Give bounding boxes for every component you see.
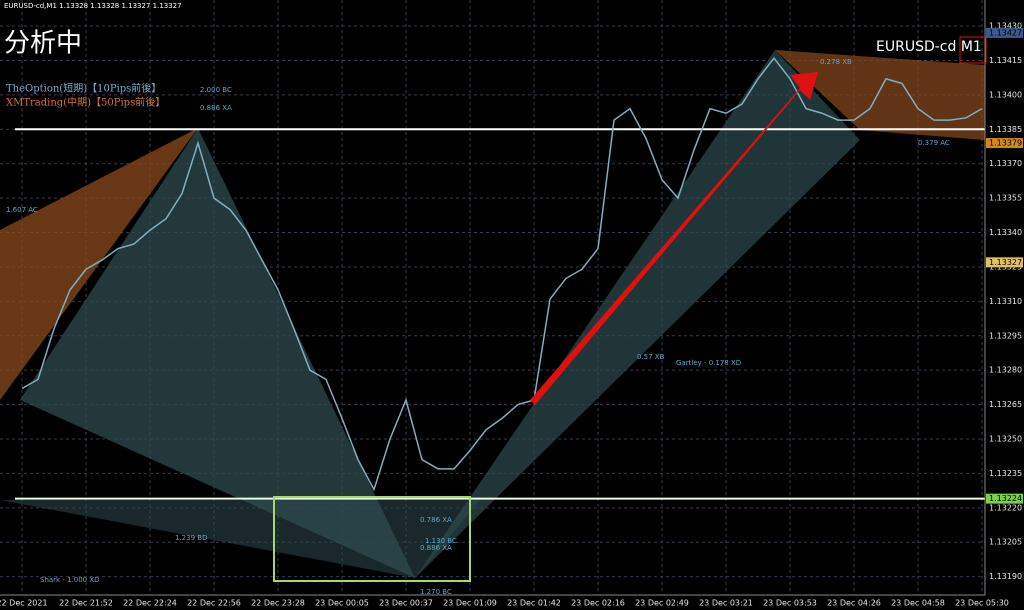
x-tick-label: 23 Dec 01:09: [443, 599, 497, 608]
pattern-label: 0.57 XB: [637, 353, 665, 361]
y-tick-label: 1.13190: [989, 572, 1022, 581]
pattern-label: 0.278 XB: [820, 58, 852, 66]
price-tag-label: 1.13327: [989, 258, 1022, 267]
price-tag: [986, 493, 1023, 504]
pattern-label: 1.239 BD: [175, 534, 207, 542]
x-tick-label: 22 Dec 22:24: [123, 599, 177, 608]
pattern-label: 1.607 AC: [6, 206, 38, 214]
x-tick-label: 23 Dec 02:49: [635, 599, 689, 608]
highlight-box: [273, 496, 471, 582]
pattern-shape: [775, 50, 985, 140]
pattern-shape: [20, 128, 415, 578]
pattern-label: 1.130 BC: [425, 537, 457, 545]
legend-entry: XMTrading(中期)【50Pips前後】: [6, 96, 165, 109]
pattern-label: Gartley - 0.178 XD: [676, 359, 741, 367]
price-tag-label: 1.13427: [989, 28, 1022, 37]
y-tick-label: 1.13415: [989, 56, 1022, 65]
y-tick-label: 1.13310: [989, 297, 1022, 306]
status: 分析中: [4, 29, 82, 59]
pattern-label: 0.379 AC: [918, 139, 950, 147]
header: EURUSD-cd,M1 1.13328 1.13328 1.13327 1.1…: [4, 2, 182, 10]
x-tick-label: 23 Dec 00:05: [315, 599, 369, 608]
x-tick-label: 23 Dec 03:21: [699, 599, 753, 608]
pattern-label: 1.270 BC: [420, 588, 452, 596]
price-tag-label: 1.13224: [989, 494, 1022, 503]
symbol-label: EURUSD-cd M1: [876, 39, 982, 55]
y-tick-label: 1.13265: [989, 400, 1022, 409]
y-tick-label: 1.13355: [989, 194, 1022, 203]
x-tick-label: 22 Dec 23:28: [251, 599, 305, 608]
x-tick-label: 23 Dec 05:30: [955, 599, 1009, 608]
legend-entry: TheOption(短期)【10Pips前後】: [6, 82, 161, 95]
x-tick-label: 23 Dec 00:37: [379, 599, 433, 608]
y-tick-label: 1.13280: [989, 366, 1022, 375]
x-tick-label: 23 Dec 04:26: [827, 599, 881, 608]
x-tick-label: 23 Dec 02:16: [571, 599, 625, 608]
x-tick-label: 23 Dec 01:42: [507, 599, 561, 608]
price-tag: [986, 138, 1023, 149]
price-tag: [986, 27, 1023, 38]
price-tag-label: 1.13379: [989, 139, 1022, 148]
y-tick-label: 1.13220: [989, 503, 1022, 512]
y-tick-label: 1.13295: [989, 331, 1022, 340]
pattern-shape: [0, 500, 480, 578]
pattern-shape: [415, 50, 860, 578]
price-line: [21, 56, 983, 492]
pattern-label: 2.000 BC: [200, 86, 232, 94]
y-tick-label: 1.13430: [989, 22, 1022, 31]
price-tag: [986, 257, 1023, 268]
pattern-label: 0.786 XA: [420, 516, 452, 524]
y-tick-label: 1.13205: [989, 538, 1022, 547]
x-tick-label: 22 Dec 2021: [0, 599, 48, 608]
y-tick-label: 1.13400: [989, 90, 1022, 99]
x-tick-label: 23 Dec 03:53: [763, 599, 817, 608]
x-tick-label: 22 Dec 21:52: [59, 599, 113, 608]
pattern-label: 0.886 XA: [420, 544, 452, 552]
pattern-label: 0.886 XA: [200, 104, 232, 112]
y-tick-label: 1.13385: [989, 125, 1022, 134]
y-tick-label: 1.13250: [989, 435, 1022, 444]
arrow: [530, 72, 818, 405]
pattern-label: Shark - 1.000 XD: [40, 576, 100, 584]
symbol-box: [959, 36, 987, 64]
pattern-shape: [0, 128, 198, 400]
y-tick-label: 1.13235: [989, 469, 1022, 478]
x-tick-label: 23 Dec 04:58: [891, 599, 945, 608]
y-tick-label: 1.13370: [989, 159, 1022, 168]
x-tick-label: 22 Dec 22:56: [187, 599, 241, 608]
plot: [15, 56, 985, 500]
y-tick-label: 1.13340: [989, 228, 1022, 237]
